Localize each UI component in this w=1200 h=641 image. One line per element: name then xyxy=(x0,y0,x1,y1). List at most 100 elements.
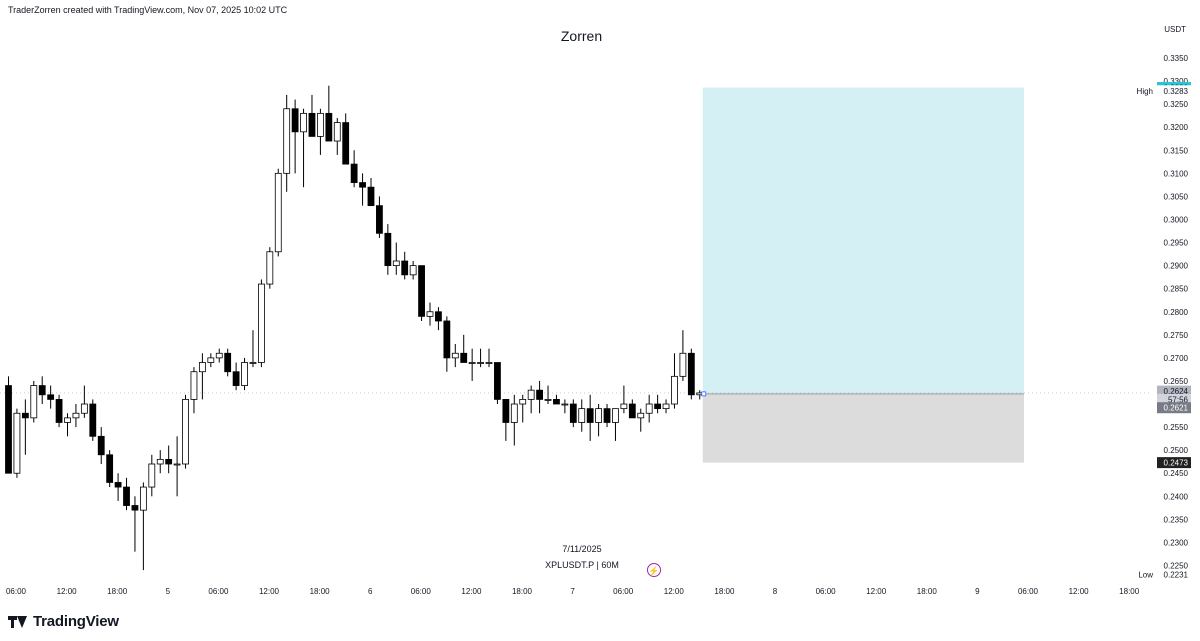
candle xyxy=(257,279,265,368)
time-axis[interactable]: 06:00 12:00 18:00 5 06:00 12:00 18:00 6 06:00 12:… xyxy=(6,587,1140,596)
candle-body xyxy=(645,403,653,414)
candle-body xyxy=(21,412,29,419)
price-tick-label: 0.3350 xyxy=(1164,54,1189,63)
candle-body xyxy=(198,362,206,373)
candle xyxy=(308,94,316,137)
symbol-interval-label[interactable]: XPLUSDT.P | 60M xyxy=(545,560,619,570)
time-tick-label: 18:00 xyxy=(310,587,331,596)
candle xyxy=(443,316,451,372)
price-tick-label: 0.3150 xyxy=(1164,146,1189,155)
time-tick-label: 06:00 xyxy=(208,587,229,596)
time-tick-label: 8 xyxy=(773,587,778,596)
price-tick-label: 0.2550 xyxy=(1164,423,1189,432)
stop-price-badge: 0.2473 xyxy=(1157,457,1191,469)
candle-body xyxy=(97,435,105,456)
candle-body xyxy=(460,352,468,363)
candle xyxy=(645,394,653,423)
lightning-icon[interactable]: ⚡ xyxy=(647,563,661,577)
candle-body xyxy=(628,403,636,419)
candle xyxy=(97,427,105,464)
price-tick-label: 0.2900 xyxy=(1164,262,1189,271)
candle-body xyxy=(392,260,400,267)
candle xyxy=(460,334,468,363)
candle xyxy=(106,450,114,488)
candle-body xyxy=(687,352,695,396)
low-value-badge-bg xyxy=(1157,568,1191,580)
time-tick-label: 06:00 xyxy=(1018,587,1039,596)
time-tick-label: 12:00 xyxy=(461,587,482,596)
candle xyxy=(561,399,569,414)
price-markers: 0.32860.3283High0.262457:560.26210.24730… xyxy=(1137,82,1191,580)
candle-body xyxy=(409,265,417,276)
time-tick-label: 18:00 xyxy=(1119,587,1140,596)
time-tick-label: 18:00 xyxy=(512,587,533,596)
candle xyxy=(350,150,358,188)
candle-body xyxy=(510,403,518,423)
candle xyxy=(72,404,80,428)
price-tick-label: 0.2500 xyxy=(1164,446,1189,455)
candle-body xyxy=(401,260,409,276)
candles-layer xyxy=(5,85,707,571)
time-tick-label: 06:00 xyxy=(6,587,27,596)
candle xyxy=(342,113,350,165)
candle-body xyxy=(148,463,156,488)
price-tick-label: 0.3050 xyxy=(1164,192,1189,201)
candle xyxy=(671,353,678,409)
candle-body xyxy=(519,399,527,405)
candle xyxy=(510,394,518,446)
candle-body xyxy=(139,486,147,511)
candle xyxy=(435,307,442,331)
candle-body xyxy=(123,486,130,506)
candle xyxy=(544,385,552,405)
candle-body xyxy=(544,399,552,401)
candle xyxy=(232,362,240,391)
candle xyxy=(401,251,409,280)
candle-body xyxy=(418,265,425,317)
last-price-badge-text: 0.2624 xyxy=(1164,387,1189,396)
time-tick-label: 12:00 xyxy=(664,587,685,596)
candle-body xyxy=(131,505,139,511)
candle-body xyxy=(468,362,476,364)
candle-body xyxy=(165,458,173,465)
candle-body xyxy=(249,362,257,364)
candle-body xyxy=(620,403,628,410)
candle xyxy=(30,380,38,423)
candle xyxy=(620,385,628,414)
time-tick-label: 9 xyxy=(975,587,980,596)
candle xyxy=(468,348,476,381)
candle xyxy=(595,404,602,437)
candle xyxy=(139,482,147,571)
candle-body xyxy=(671,375,678,405)
candle xyxy=(55,394,63,428)
candle-body xyxy=(451,352,459,359)
candle-body xyxy=(300,112,307,133)
candle xyxy=(317,108,324,155)
time-tick-label: 18:00 xyxy=(917,587,938,596)
time-tick-label: 06:00 xyxy=(613,587,634,596)
candle-body xyxy=(13,412,21,474)
candle-body xyxy=(426,311,434,317)
candle xyxy=(418,265,425,321)
candle xyxy=(38,376,46,405)
candle-body xyxy=(207,357,215,363)
candle xyxy=(13,408,21,478)
candle xyxy=(47,385,55,409)
price-tick-label: 0.2450 xyxy=(1164,469,1189,478)
tradingview-logo[interactable]: TradingView xyxy=(8,613,119,630)
price-tick-label: 0.2250 xyxy=(1164,562,1189,571)
high-value-badge: 0.3283 xyxy=(1157,85,1191,97)
candle-body xyxy=(502,399,510,423)
candle-body xyxy=(603,408,611,423)
low-value-badge: 0.2231 xyxy=(1157,568,1191,580)
candle-body xyxy=(64,417,71,423)
candle-body xyxy=(291,108,299,133)
chart-attribution: TraderZorren created with TradingView.co… xyxy=(8,5,288,15)
candle-body xyxy=(89,403,97,437)
price-axis[interactable]: 0.3350 0.3300 0.3250 0.3200 0.3150 0.3100 0.30… xyxy=(1164,54,1189,571)
candle xyxy=(536,380,543,414)
candle xyxy=(274,168,282,257)
candle xyxy=(553,394,560,405)
candle xyxy=(628,399,636,419)
candle-body xyxy=(274,172,282,253)
